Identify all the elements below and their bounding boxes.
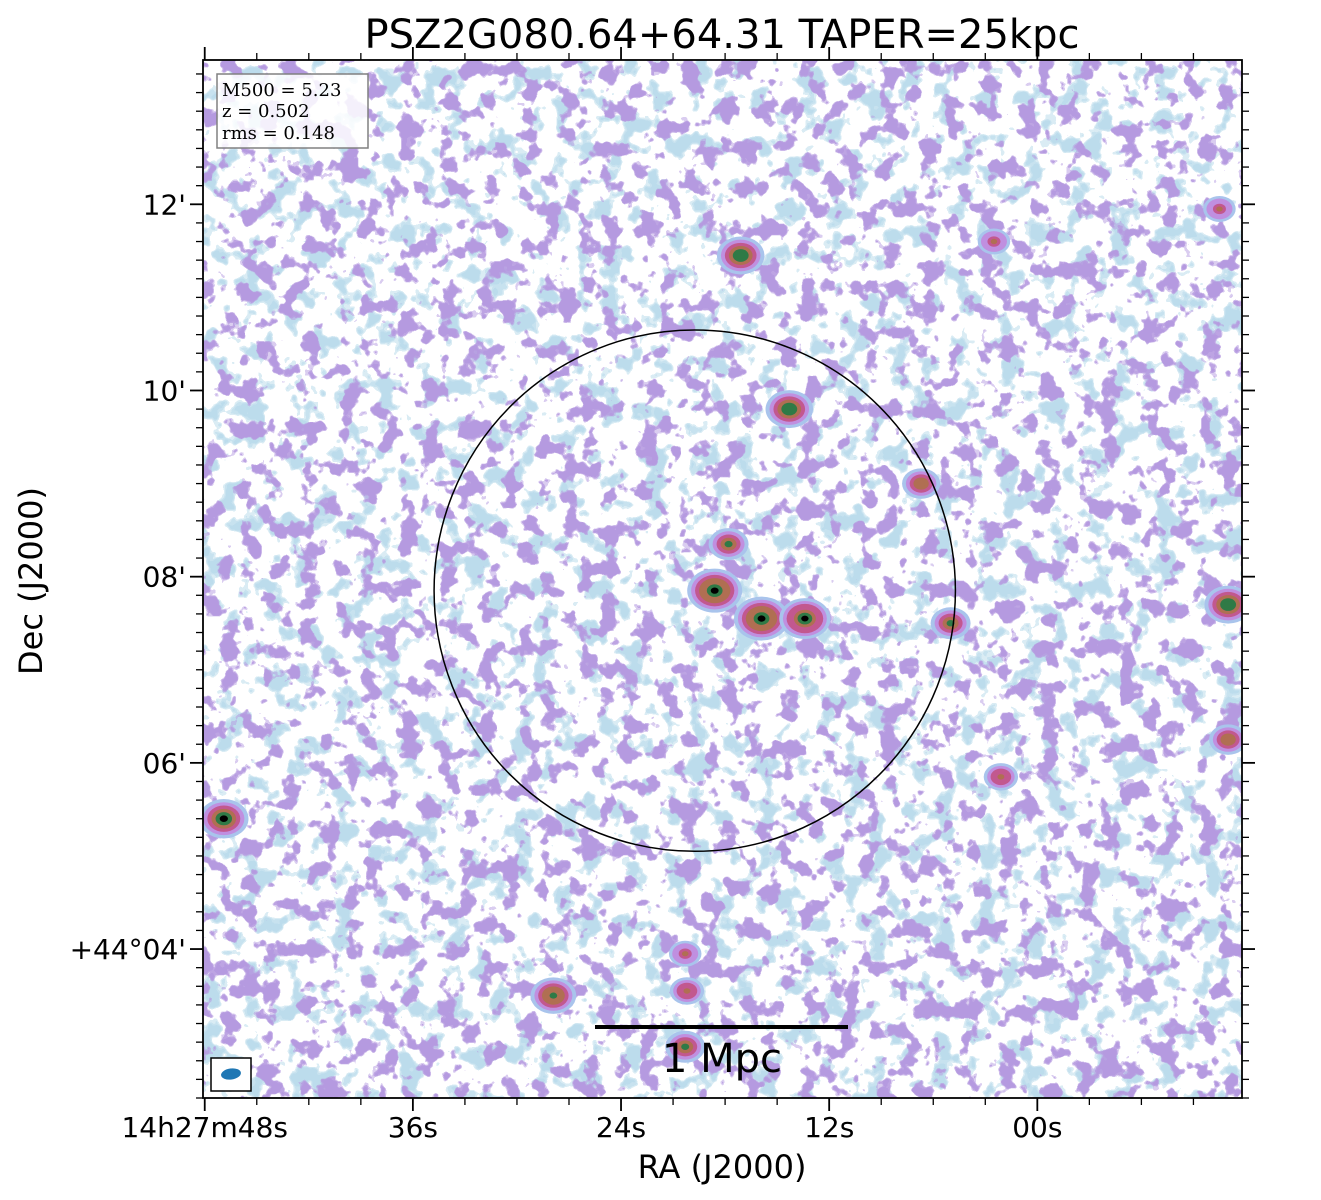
y-tick-label: 12'	[143, 188, 186, 221]
source-contour	[1224, 601, 1233, 608]
x-tick-label: 24s	[596, 1111, 646, 1144]
tick-layer: 14h27m48s 36s 24s 12s 00s 12' 10' 08' 06' +44°04'	[70, 47, 1255, 1144]
radio-source-10	[1209, 724, 1242, 755]
x-axis-label: RA (J2000)	[638, 1148, 807, 1186]
radio-source-4	[708, 528, 749, 561]
source-contour	[724, 540, 733, 548]
y-tick-label: 08'	[143, 561, 186, 594]
radio-source-17	[1203, 195, 1236, 222]
x-tick-label: 14h27m48s	[121, 1111, 288, 1144]
source-contour	[801, 615, 809, 622]
source-contour	[549, 992, 558, 999]
source-contour	[997, 774, 1005, 780]
source-contour	[917, 480, 925, 487]
plot-frame	[202, 59, 1243, 1099]
source-contour	[681, 1043, 690, 1050]
radio-source-3	[779, 598, 831, 640]
info-box: M500 = 5.23 z = 0.502 rms = 0.148	[216, 73, 369, 149]
info-redshift: z = 0.502	[222, 101, 310, 122]
info-rms: rms = 0.148	[222, 123, 335, 144]
info-box-frame	[216, 73, 369, 149]
radio-source-14	[669, 977, 705, 1005]
radio-source-5	[716, 236, 765, 275]
source-contour	[1216, 206, 1223, 212]
source-contour	[219, 815, 228, 823]
radio-source-15	[668, 940, 702, 967]
source-contour	[683, 988, 691, 994]
y-tick-label: 10'	[143, 374, 186, 407]
source-contour	[736, 252, 745, 259]
radio-source-11	[203, 798, 249, 839]
radio-source-7	[902, 468, 941, 499]
radio-source-1	[687, 568, 743, 613]
beam-box	[210, 1057, 252, 1092]
source-contour	[710, 587, 719, 594]
radio-source-18	[977, 228, 1011, 255]
radio-source-6	[765, 390, 814, 429]
x-tick-label: 36s	[388, 1111, 438, 1144]
radio-source-2	[734, 596, 790, 641]
source-contour	[681, 951, 689, 957]
source-contour	[1224, 736, 1232, 743]
scale-bar-label: 1 Mpc	[662, 1036, 782, 1082]
radio-source-12	[530, 977, 577, 1014]
x-tick-label: 12s	[804, 1111, 854, 1144]
y-axis-label: Dec (J2000)	[12, 487, 50, 675]
beam-ellipse	[221, 1068, 241, 1080]
y-tick-label: 06'	[143, 747, 186, 780]
chart-title: PSZ2G080.64+64.31 TAPER=25kpc	[365, 12, 1080, 58]
sources-layer	[203, 195, 1242, 1063]
info-mass: M500 = 5.23	[222, 80, 341, 101]
source-contour	[785, 405, 794, 413]
cluster-radius-circle	[433, 329, 957, 853]
radio-source-8	[930, 607, 971, 640]
radio-source-13	[665, 1030, 706, 1063]
radio-source-16	[983, 763, 1019, 791]
source-contour	[757, 615, 766, 622]
source-contour	[990, 238, 998, 245]
x-tick-label: 00s	[1012, 1111, 1062, 1144]
plot-area: 1 Mpc	[203, 60, 1242, 1098]
radio-source-9	[1204, 585, 1242, 624]
y-tick-label: +44°04'	[70, 933, 186, 966]
